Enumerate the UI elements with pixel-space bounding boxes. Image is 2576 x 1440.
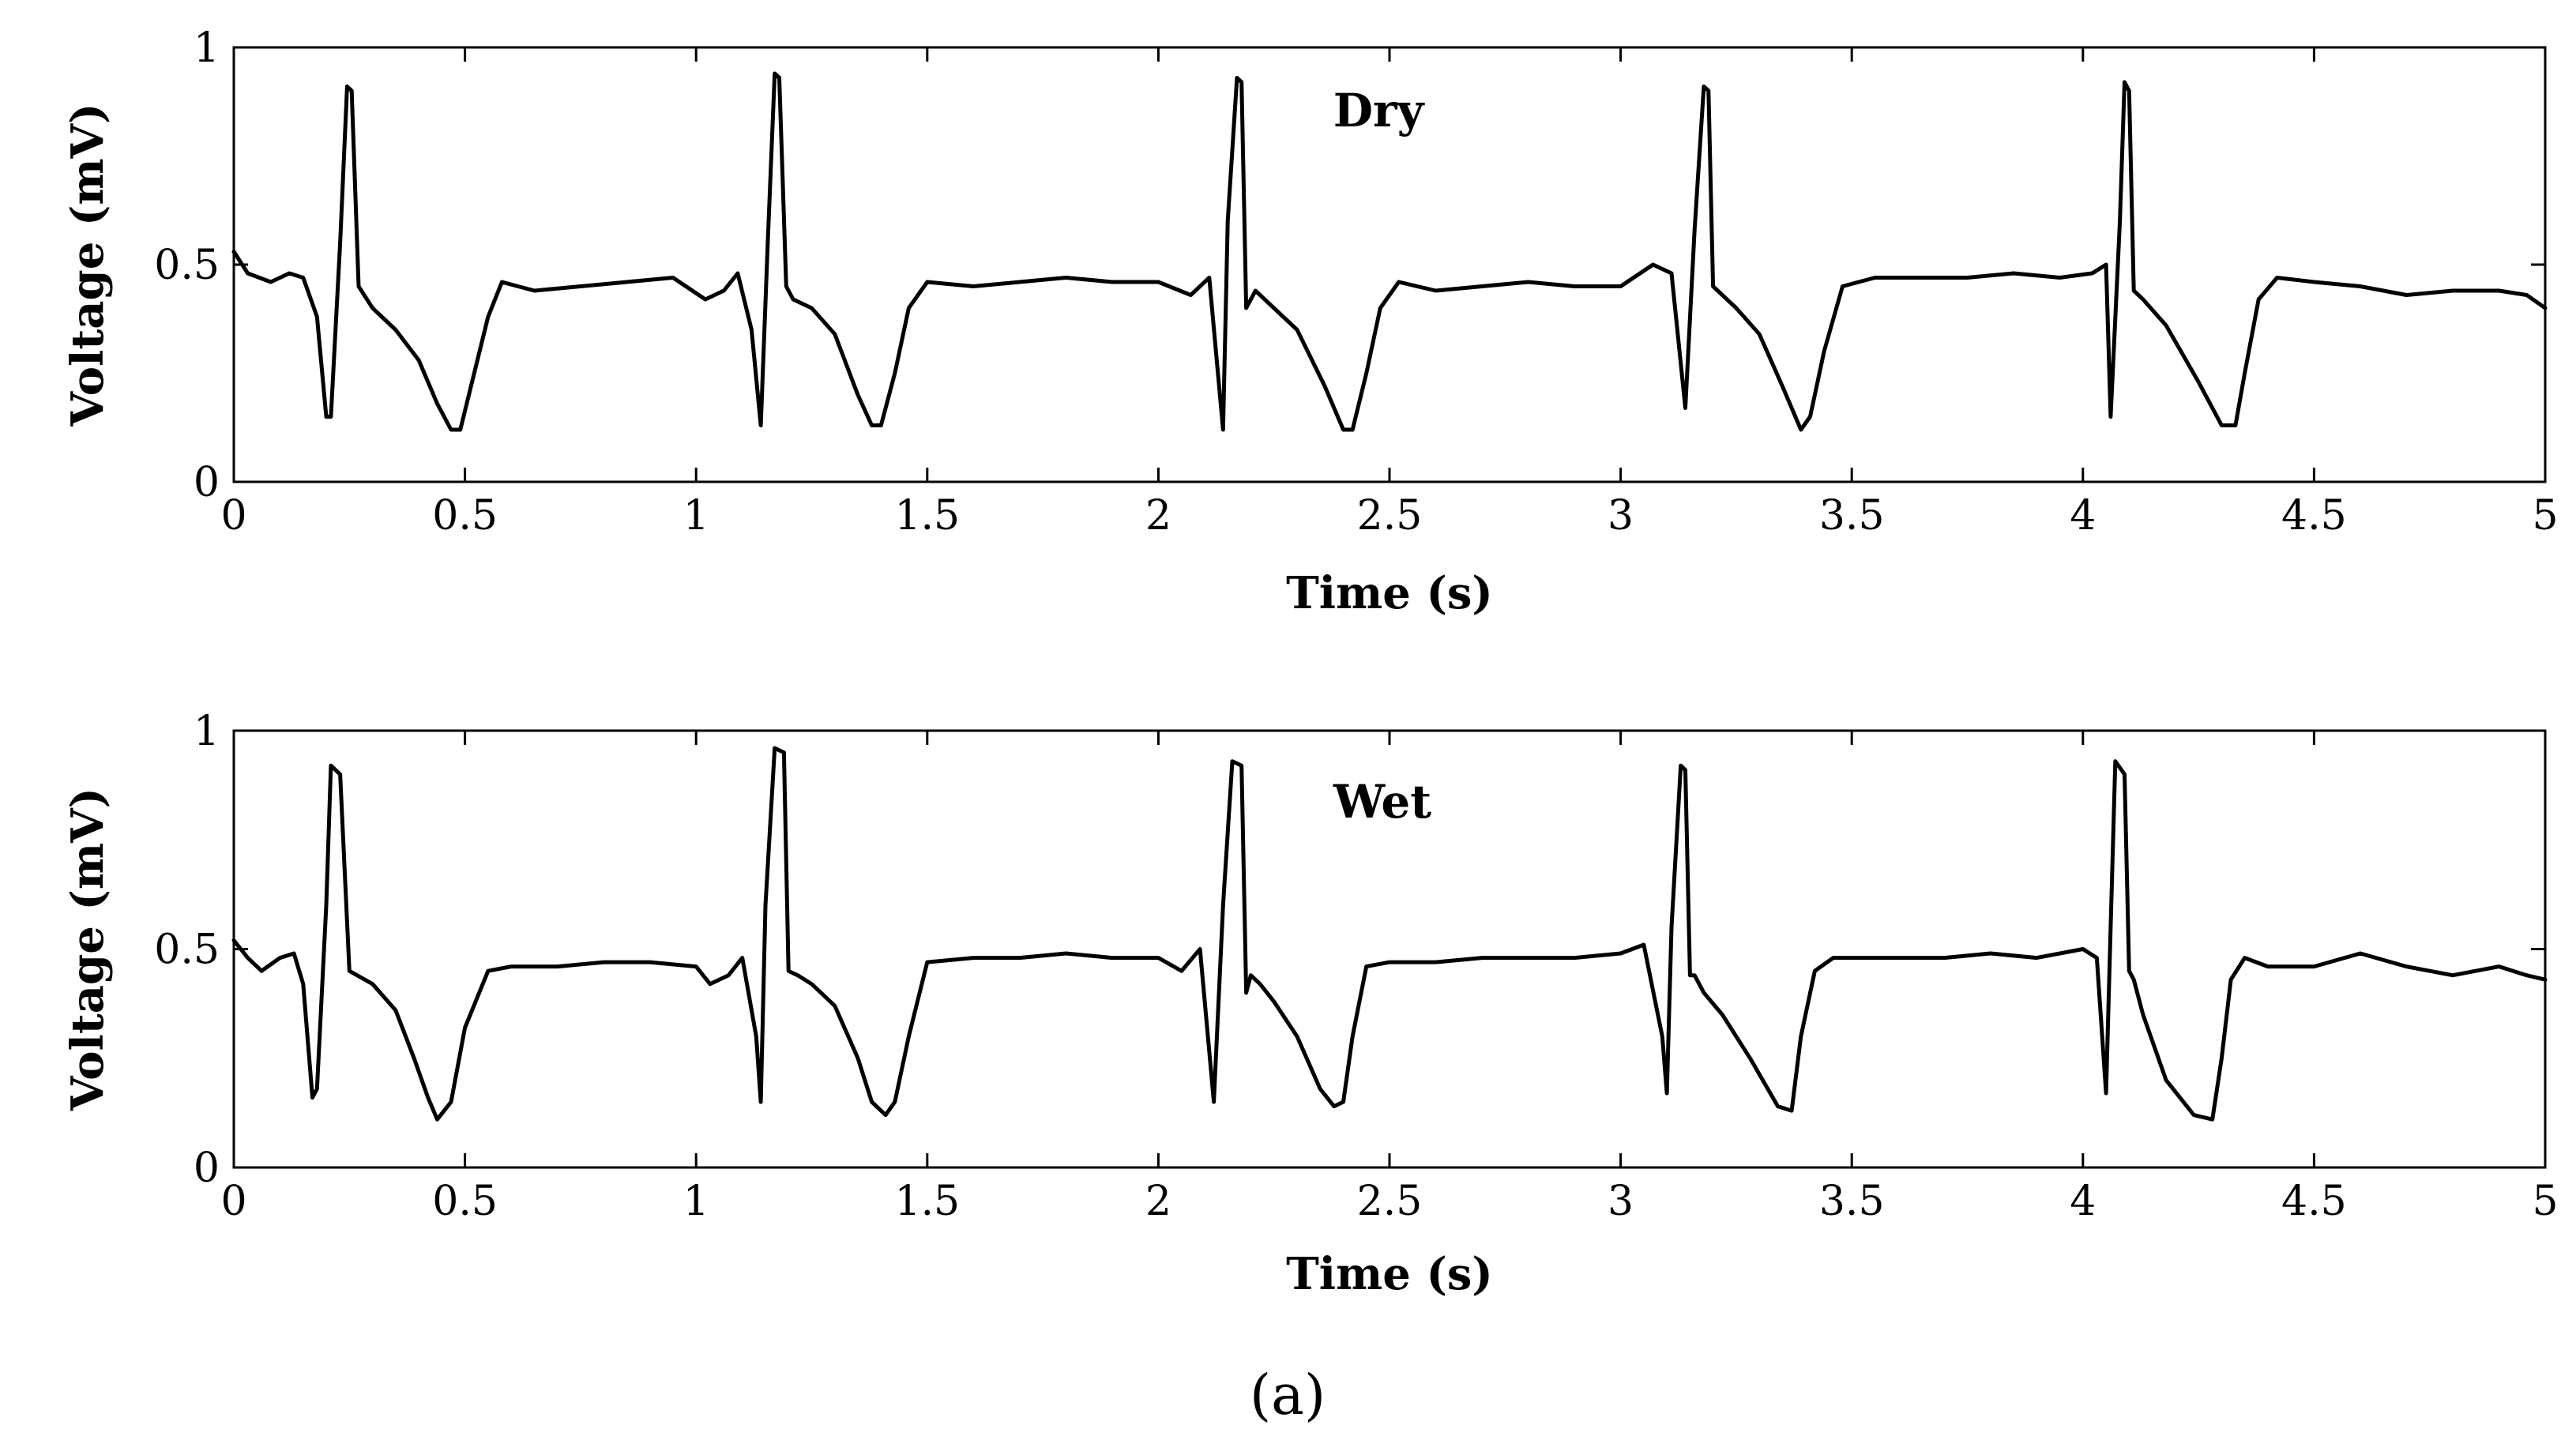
panel-label: Dry: [1333, 84, 1426, 137]
x-tick-label: 0.5: [432, 1178, 498, 1225]
x-tick-label: 4.5: [2281, 1178, 2347, 1225]
x-tick-label: 2.5: [1357, 1178, 1423, 1225]
y-tick-label: 1: [194, 24, 220, 72]
x-tick-label: 2: [1145, 1178, 1171, 1225]
x-tick-label: 1.5: [894, 492, 960, 540]
x-tick-label: 0.5: [432, 492, 498, 540]
x-tick-label: 3.5: [1819, 492, 1885, 540]
panel-label: Wet: [1333, 775, 1431, 829]
x-tick-label: 3: [1608, 1178, 1634, 1225]
x-tick-label: 1: [683, 1178, 709, 1225]
x-tick-label: 2.5: [1357, 492, 1423, 540]
y-axis-label: Voltage (mV): [62, 103, 114, 427]
x-axis-label: Time (s): [1286, 1248, 1493, 1300]
x-tick-label: 4.5: [2281, 492, 2347, 540]
chart-panel-dry: 0 0.5 1 1.5 2 2.5 3 3.5 4 4.5 5 0 0.5 1 Time (s) Voltag…: [62, 24, 2559, 619]
figure-caption: (a): [1250, 1363, 1326, 1427]
x-tick-label: 3: [1608, 492, 1634, 540]
y-axis-label: Voltage (mV): [62, 788, 114, 1111]
x-tick-label: 5: [2532, 1178, 2558, 1225]
y-tick-label: 0: [194, 1145, 220, 1192]
x-tick-label: 5: [2532, 492, 2558, 540]
x-tick-label: 2: [1145, 492, 1171, 540]
y-tick-label: 0.5: [154, 242, 220, 289]
ecg-signal-line: [231, 71, 2548, 432]
x-tick-label: 4: [2070, 492, 2096, 540]
x-axis-label: Time (s): [1286, 567, 1493, 619]
chart-panel-wet: 0 0.5 1 1.5 2 2.5 3 3.5 4 4.5 5 0 0.5 1 Time (s) Voltag…: [62, 708, 2559, 1300]
x-tick-label: 0: [220, 492, 246, 540]
x-tick-label: 4: [2070, 1178, 2096, 1225]
x-tick-label: 1.5: [894, 1178, 960, 1225]
x-tick-label: 3.5: [1819, 1178, 1885, 1225]
y-tick-label: 1: [194, 708, 220, 755]
x-tick-label: 0: [220, 1178, 246, 1225]
x-tick-label: 1: [683, 492, 709, 540]
ecg-signal-line: [231, 746, 2548, 1122]
y-tick-label: 0.5: [154, 927, 220, 974]
y-tick-label: 0: [194, 459, 220, 506]
